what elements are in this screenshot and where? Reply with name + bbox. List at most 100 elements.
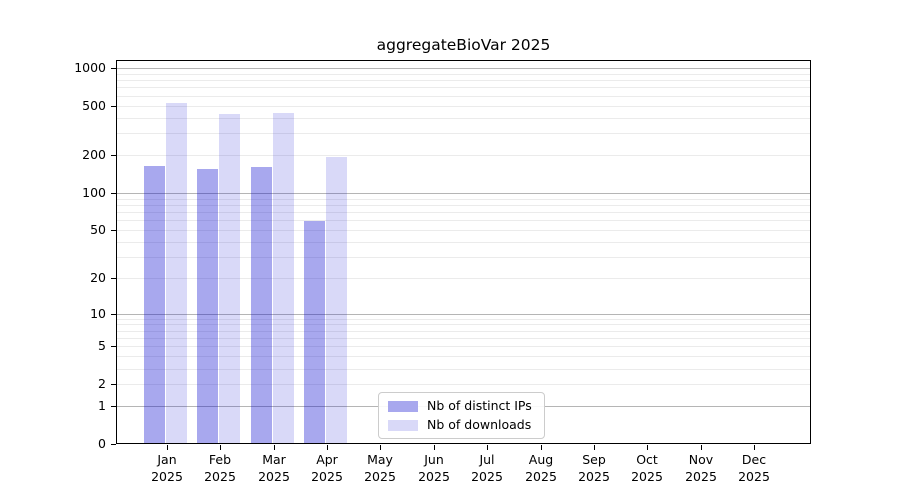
y-gridline-minor [117, 74, 810, 75]
y-tick-label: 1 [98, 398, 106, 413]
y-tick [111, 193, 116, 194]
x-label-year: 2025 [258, 469, 290, 484]
x-label-year: 2025 [578, 469, 610, 484]
y-gridline-major [117, 68, 810, 69]
x-label-year: 2025 [151, 469, 183, 484]
x-tick [380, 445, 381, 450]
bar-downloads-feb [219, 114, 240, 444]
x-label-month: Sep [582, 452, 606, 467]
y-gridline-minor [117, 220, 810, 221]
x-label-year: 2025 [204, 469, 236, 484]
y-gridline-minor [117, 199, 810, 200]
x-tick [434, 445, 435, 450]
y-gridline-minor [117, 96, 810, 97]
bar-distinct-ips-jan [144, 166, 165, 444]
x-label-year: 2025 [418, 469, 450, 484]
y-tick [111, 230, 116, 231]
x-tick-label: Mar 2025 [244, 451, 304, 485]
chart-title: aggregateBioVar 2025 [376, 36, 551, 54]
y-gridline-minor [117, 324, 810, 325]
y-gridline-minor [117, 257, 810, 258]
x-tick-label: Sep 2025 [564, 451, 624, 485]
x-tick-label: Jun 2025 [404, 451, 464, 485]
x-label-month: Apr [316, 452, 338, 467]
y-tick [111, 444, 116, 445]
bar-downloads-mar [273, 113, 294, 444]
x-label-year: 2025 [525, 469, 557, 484]
x-label-year: 2025 [685, 469, 717, 484]
y-gridline-minor [117, 384, 810, 385]
x-label-month: Dec [741, 452, 767, 467]
y-gridline-minor [117, 331, 810, 332]
x-label-year: 2025 [471, 469, 503, 484]
bar-downloads-apr [326, 157, 347, 444]
y-gridline-minor [117, 230, 810, 231]
y-tick-label: 20 [90, 270, 106, 285]
x-label-month: May [367, 452, 393, 467]
y-tick-label: 0 [98, 436, 106, 451]
y-tick [111, 68, 116, 69]
y-tick-label: 100 [82, 185, 106, 200]
y-tick [111, 278, 116, 279]
x-tick-label: Oct 2025 [617, 451, 677, 485]
x-tick-label: Dec 2025 [724, 451, 784, 485]
y-tick-label: 50 [90, 222, 106, 237]
y-tick [111, 155, 116, 156]
y-gridline-minor [117, 155, 810, 156]
x-tick-label: Jan 2025 [137, 451, 197, 485]
y-tick-label: 10 [90, 306, 106, 321]
y-gridline-minor [117, 118, 810, 119]
x-tick [594, 445, 595, 450]
x-label-month: Jan [157, 452, 177, 467]
x-tick [274, 445, 275, 450]
x-label-month: Mar [262, 452, 286, 467]
bar-distinct-ips-apr [304, 221, 325, 444]
x-tick [487, 445, 488, 450]
y-gridline-minor [117, 346, 810, 347]
y-gridline-minor [117, 106, 810, 107]
y-tick [111, 346, 116, 347]
x-tick [220, 445, 221, 450]
x-tick [701, 445, 702, 450]
plot-background [116, 60, 811, 444]
y-gridline-minor [117, 242, 810, 243]
y-tick [111, 384, 116, 385]
legend-item-distinct-ips: Nb of distinct IPs [388, 399, 535, 413]
legend-label-downloads: Nb of downloads [427, 417, 532, 432]
y-tick [111, 106, 116, 107]
x-label-month: Jun [424, 452, 444, 467]
y-gridline-minor [117, 212, 810, 213]
bar-distinct-ips-mar [251, 167, 272, 444]
x-label-month: Nov [688, 452, 714, 467]
x-tick [327, 445, 328, 450]
bar-downloads-jan [166, 103, 187, 444]
x-label-year: 2025 [738, 469, 770, 484]
y-tick [111, 314, 116, 315]
x-tick [167, 445, 168, 450]
legend: Nb of distinct IPs Nb of downloads [378, 392, 545, 439]
y-gridline-minor [117, 278, 810, 279]
legend-item-downloads: Nb of downloads [388, 418, 535, 432]
x-tick [647, 445, 648, 450]
x-label-month: Aug [528, 452, 554, 467]
y-gridline-minor [117, 87, 810, 88]
x-tick [541, 445, 542, 450]
x-label-month: Oct [636, 452, 658, 467]
bar-distinct-ips-feb [197, 169, 218, 444]
y-gridline-minor [117, 133, 810, 134]
x-tick-label: Apr 2025 [297, 451, 357, 485]
x-tick-label: Nov 2025 [671, 451, 731, 485]
y-gridline-minor [117, 356, 810, 357]
y-tick-label: 5 [98, 338, 106, 353]
x-label-year: 2025 [364, 469, 396, 484]
x-tick-label: Feb 2025 [190, 451, 250, 485]
y-gridline-minor [117, 369, 810, 370]
x-label-year: 2025 [631, 469, 663, 484]
x-tick-label: May 2025 [350, 451, 410, 485]
y-gridline-minor [117, 319, 810, 320]
y-gridline-minor [117, 80, 810, 81]
y-tick-label: 500 [82, 98, 106, 113]
legend-swatch-downloads [388, 419, 418, 431]
y-gridline-major [117, 314, 810, 315]
